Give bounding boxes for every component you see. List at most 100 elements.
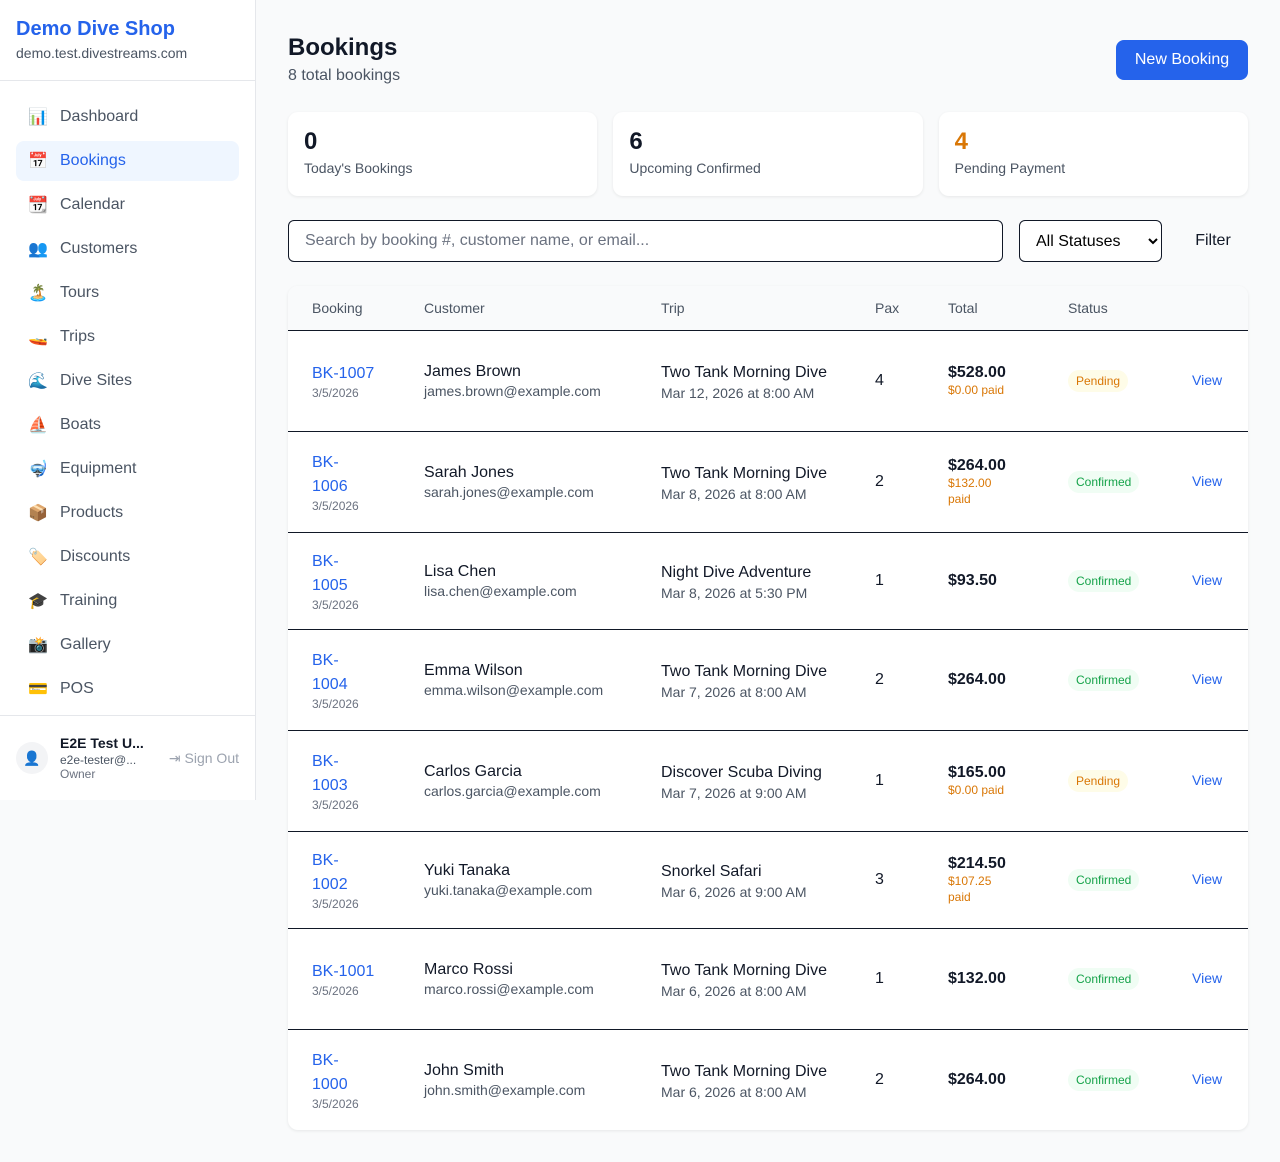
trip-name: Discover Scuba Diving (661, 763, 822, 781)
table-row: BK-1001 3/5/2026 Marco Rossi marco.rossi@e… (288, 928, 1248, 1030)
sidebar-item-customers[interactable]: 👥 Customers (16, 229, 239, 269)
booking-id-link[interactable]: BK-1006 (312, 453, 348, 495)
booking-id-link[interactable]: BK-1001 (312, 962, 375, 980)
table-row: BK-1005 3/5/2026 Lisa Chen lisa.chen@examp… (288, 532, 1248, 630)
sidebar-item-equipment[interactable]: 🤿 Equipment (16, 449, 239, 489)
booking-id-link[interactable]: BK-1007 (312, 364, 375, 382)
table-row: BK-1000 3/5/2026 John Smith john.smith@exa… (288, 1029, 1248, 1130)
sidebar-item-products[interactable]: 📦 Products (16, 493, 239, 533)
column-header: Total (924, 286, 1044, 331)
calendar-icon: 📆 (28, 197, 48, 214)
discounts-icon: 🏷️ (28, 549, 48, 566)
stat-value: 4 (954, 128, 969, 155)
stat-label: Pending Payment (954, 160, 1066, 176)
customer-email: james.brown@example.com (424, 382, 601, 399)
brand-domain: demo.test.divestreams.com (16, 45, 188, 61)
brand: Demo Dive Shop demo.test.divestreams.com (0, 0, 255, 81)
view-link[interactable]: View (1192, 771, 1223, 788)
sidebar-item-trips[interactable]: 🚤 Trips (16, 317, 239, 357)
status-badge: Confirmed (1068, 1068, 1140, 1091)
booking-id-link[interactable]: BK-1000 (312, 1051, 348, 1093)
trip-name: Snorkel Safari (661, 862, 762, 880)
trip-date: Mar 8, 2026 at 8:00 AM (661, 485, 807, 502)
sign-out-button[interactable]: ⇥ Sign Out (169, 750, 239, 767)
view-link[interactable]: View (1192, 371, 1223, 388)
view-link[interactable]: View (1192, 571, 1223, 588)
status-badge: Confirmed (1068, 668, 1140, 691)
status-badge: Confirmed (1068, 967, 1140, 990)
status-badge: Confirmed (1068, 569, 1140, 592)
view-link[interactable]: View (1192, 472, 1223, 489)
sidebar: Demo Dive Shop demo.test.divestreams.com… (0, 0, 256, 800)
status-badge: Pending (1068, 369, 1129, 392)
booking-date: 3/5/2026 (312, 1096, 359, 1111)
sidebar-item-boats[interactable]: ⛵ Boats (16, 405, 239, 445)
user-icon: 👤 (16, 742, 48, 774)
pos-icon: 💳 (28, 681, 48, 698)
total-amount: $93.50 (948, 571, 997, 589)
sidebar-item-pos[interactable]: 💳 POS (16, 669, 239, 709)
booking-id-link[interactable]: BK-1003 (312, 752, 348, 794)
stat-card: 4 Pending Payment (938, 112, 1248, 196)
sidebar-item-calendar[interactable]: 📆 Calendar (16, 185, 239, 225)
tours-icon: 🏝️ (28, 285, 48, 302)
status-badge: Pending (1068, 769, 1129, 792)
stat-value: 6 (629, 128, 643, 155)
sidebar-item-dive-sites[interactable]: 🌊 Dive Sites (16, 361, 239, 401)
column-header: Status (1044, 286, 1168, 331)
sidebar-item-tours[interactable]: 🏝️ Tours (16, 273, 239, 313)
table-row: BK-1004 3/5/2026 Emma Wilson emma.wilson@e… (288, 629, 1248, 731)
page-subtitle: 8 total bookings (288, 67, 401, 84)
total-amount: $214.50 (948, 854, 1006, 872)
view-link[interactable]: View (1192, 1070, 1223, 1087)
booking-date: 3/5/2026 (312, 385, 359, 400)
paid-amount: $0.00 paid (948, 382, 1005, 397)
booking-id-link[interactable]: BK-1002 (312, 851, 348, 893)
sidebar-item-label: Boats (60, 416, 101, 433)
view-link[interactable]: View (1192, 969, 1223, 986)
view-link[interactable]: View (1192, 670, 1223, 687)
paid-amount: $107.25 paid (948, 873, 992, 904)
dive-sites-icon: 🌊 (28, 373, 48, 390)
sidebar-item-training[interactable]: 🎓 Training (16, 581, 239, 621)
sidebar-item-label: Calendar (60, 196, 125, 213)
booking-id-link[interactable]: BK-1005 (312, 552, 348, 594)
trip-date: Mar 6, 2026 at 8:00 AM (661, 1083, 807, 1100)
sidebar-nav: 📊 Dashboard 📅 Bookings 📆 Calendar 👥 Customers 🏝️… (0, 81, 255, 709)
customer-email: marco.rossi@example.com (424, 980, 594, 997)
products-icon: 📦 (28, 505, 48, 522)
sidebar-item-dashboard[interactable]: 📊 Dashboard (16, 97, 239, 137)
boats-icon: ⛵ (28, 417, 48, 434)
sidebar-item-label: Trips (60, 328, 95, 345)
pax-count: 4 (851, 330, 924, 432)
sidebar-item-discounts[interactable]: 🏷️ Discounts (16, 537, 239, 577)
stat-card: 6 Upcoming Confirmed (613, 112, 923, 196)
sidebar-item-label: Tours (60, 284, 100, 301)
new-booking-button[interactable]: New Booking (1116, 40, 1248, 80)
table-header-row: Booking Customer Trip Pax Total Status (288, 286, 1248, 331)
sidebar-item-label: Dashboard (60, 108, 139, 125)
total-amount: $132.00 (948, 969, 1006, 987)
booking-id-link[interactable]: BK-1004 (312, 651, 348, 693)
customer-email: yuki.tanaka@example.com (424, 881, 593, 898)
booking-date: 3/5/2026 (312, 983, 359, 998)
pax-count: 2 (851, 431, 924, 533)
customer-name: Lisa Chen (424, 562, 497, 580)
status-select[interactable]: All Statuses (1019, 220, 1162, 262)
filter-button[interactable]: Filter (1178, 220, 1248, 262)
pax-count: 1 (851, 532, 924, 630)
customer-email: john.smith@example.com (424, 1081, 586, 1098)
page-title: Bookings (288, 34, 398, 61)
customers-icon: 👥 (28, 241, 48, 258)
bookings-table: Booking Customer Trip Pax Total Status BK-100… (288, 286, 1248, 1130)
sidebar-item-gallery[interactable]: 📸 Gallery (16, 625, 239, 665)
sidebar-item-bookings[interactable]: 📅 Bookings (16, 141, 239, 181)
brand-name[interactable]: Demo Dive Shop (16, 18, 175, 40)
search-input[interactable] (288, 220, 1003, 262)
customer-email: emma.wilson@example.com (424, 681, 604, 698)
sidebar-item-label: Products (60, 504, 124, 521)
view-link[interactable]: View (1192, 870, 1223, 887)
sidebar-item-label: Discounts (60, 548, 131, 565)
booking-date: 3/5/2026 (312, 896, 359, 911)
status-badge: Confirmed (1068, 470, 1140, 493)
